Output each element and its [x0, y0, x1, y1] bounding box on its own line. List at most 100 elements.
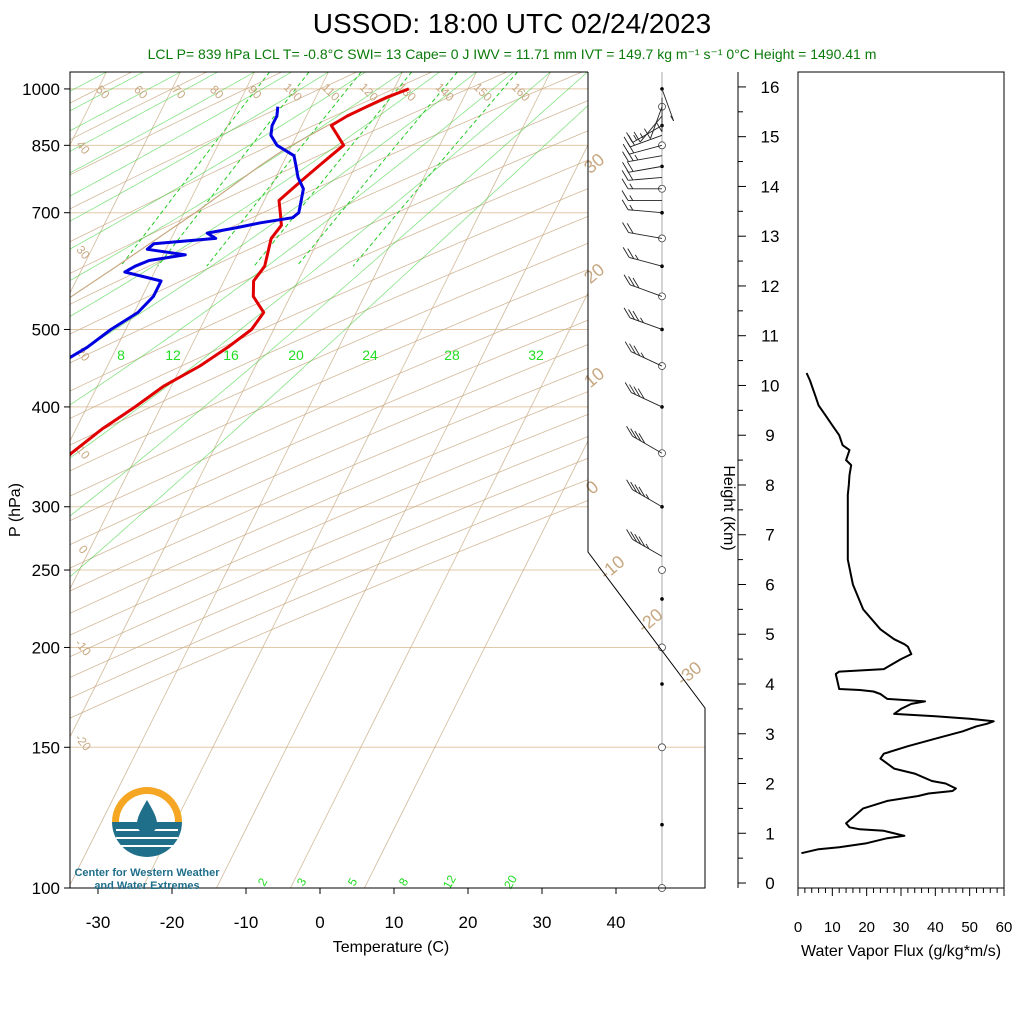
wind-barb-flag	[638, 536, 646, 547]
mixing-ratio-line	[253, 72, 413, 267]
height-tick-label: 2	[765, 775, 774, 794]
chart-title: USSOD: 18:00 UTC 02/24/2023	[312, 8, 712, 39]
isotherm-line	[216, 72, 625, 888]
moist-adiabat-line	[70, 72, 625, 648]
wind-barb-flag	[623, 307, 631, 319]
mixing-ratio-label-bottom: 5	[345, 875, 361, 888]
mixing-ratio-label-bottom: 3	[294, 875, 310, 888]
wind-barb-flag	[632, 310, 640, 322]
wind-barb-half-flag	[645, 543, 650, 550]
mixing-ratio-label-top: 20	[288, 347, 304, 363]
dry-adiabat-line	[70, 72, 705, 888]
wind-barb-flag	[622, 247, 630, 258]
wind-barb-flag	[628, 276, 635, 287]
wind-barb-staff	[628, 176, 663, 181]
level-dot	[660, 87, 664, 91]
x-tick-label: 10	[385, 913, 404, 932]
isotherm-line	[70, 72, 181, 888]
wind-barb-flag	[638, 486, 646, 498]
x-tick-label: 40	[607, 913, 626, 932]
wind-barb-flag	[626, 150, 634, 161]
wind-barb	[623, 307, 663, 330]
skew-t-line-labels: 50 60 70 80 90 100 110 120 130 140 150 160403020100…	[72, 80, 705, 891]
wvf-x-tick-label: 0	[794, 919, 802, 936]
mixing-ratio-line	[157, 72, 310, 267]
wind-barb	[621, 199, 663, 214]
wind-barb-half-flag	[629, 183, 634, 189]
x-tick-label: -20	[160, 913, 185, 932]
isotherm-line	[70, 72, 477, 888]
wind-barb-half-flag	[639, 133, 644, 139]
mixing-ratio-label-top: 32	[528, 347, 544, 363]
dry-adiabat-line	[0, 72, 57, 888]
logo-text-line2: and Water Extremes	[94, 880, 199, 892]
isotherm-line	[70, 72, 403, 888]
wind-barb-staff	[661, 88, 675, 122]
height-tick-label: 16	[761, 78, 780, 97]
moist-adiabat-label: 10	[580, 363, 608, 391]
height-tick-label: 7	[765, 526, 774, 545]
wind-barb-staff	[639, 115, 663, 143]
wind-barb-staff	[629, 317, 663, 330]
wind-barb-half-flag	[640, 352, 645, 358]
isotherm-label: 50	[93, 82, 113, 102]
wind-barb-staff	[630, 392, 663, 408]
wind-barb-half-flag	[629, 195, 634, 201]
isotherm-label: 160	[509, 80, 533, 104]
wvf-x-tick-label: 30	[893, 919, 910, 936]
height-tick-label: 1	[765, 824, 774, 843]
dry-adiabat-line	[70, 72, 705, 888]
height-tick-label: 11	[761, 327, 779, 346]
moist-adiabat-line	[70, 72, 403, 648]
wind-barb	[624, 341, 663, 367]
moist-adiabat-line	[70, 72, 366, 648]
y-tick-label: 300	[32, 498, 60, 517]
wind-barb-flag	[630, 428, 638, 439]
x-axis-label: Temperature (C)	[333, 939, 449, 956]
level-dot	[660, 504, 664, 509]
wind-barb-staff	[629, 134, 663, 148]
wvf-x-tick-label: 50	[961, 919, 978, 936]
wind-barb-flag	[630, 481, 638, 493]
isotherm-label: 60	[131, 82, 151, 102]
wind-barb-flag	[634, 484, 642, 495]
wind-barb-flag	[628, 135, 635, 146]
wind-barb-staff	[628, 232, 663, 239]
dry-adiabat-line	[70, 72, 705, 888]
mixing-ratio-label-top: 24	[362, 347, 378, 363]
moist-adiabat-line	[70, 72, 181, 648]
height-tick-label: 14	[761, 177, 780, 196]
mixing-ratio-line	[120, 72, 270, 267]
logo-text-line1: Center for Western Weather	[74, 867, 220, 879]
mixing-ratio-line	[296, 72, 458, 267]
temperature-profile-line	[70, 87, 410, 558]
wind-barb	[623, 134, 663, 148]
wind-barb-flag	[626, 479, 633, 490]
wind-barb-flag	[626, 223, 634, 234]
dry-adiabat-label: -20	[72, 731, 94, 754]
isotherm-line	[290, 72, 699, 888]
moist-adiabat-label: -10	[596, 551, 629, 583]
wind-barb	[622, 142, 663, 155]
wind-barb-flag	[621, 199, 629, 210]
skew-t-profiles	[70, 87, 410, 888]
wvf-x-axis-label: Water Vapor Flux (g/kg*m/s)	[801, 943, 1001, 960]
y-tick-label: 250	[32, 561, 60, 580]
wind-barb-flag	[633, 345, 641, 356]
mixing-ratio-label-bottom: 2	[255, 875, 271, 888]
wind-barb-staff	[629, 256, 663, 267]
mixing-ratio-label-top: 28	[444, 347, 460, 363]
wind-barb-half-flag	[634, 154, 639, 161]
wind-barb	[623, 274, 663, 297]
height-tick-label: 12	[761, 277, 780, 296]
wind-barb-staff	[632, 539, 663, 557]
dry-adiabat-line	[70, 72, 705, 888]
y-tick-label: 150	[32, 738, 60, 757]
isotherm-line	[70, 72, 107, 888]
wvf-frame	[797, 71, 1005, 889]
y-axis-label: P (hPa)	[7, 483, 24, 537]
mixing-ratio-label-top: 16	[223, 347, 239, 363]
isotherm-label: 150	[471, 80, 495, 104]
